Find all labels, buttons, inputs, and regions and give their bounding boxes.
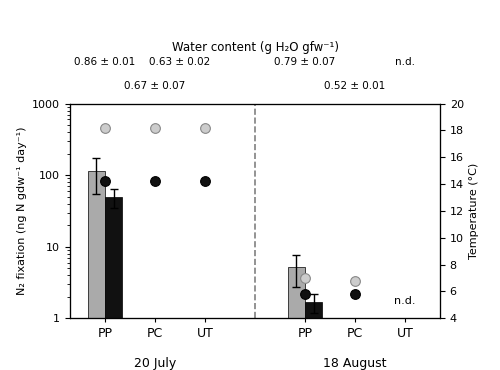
Bar: [305, 302, 322, 370]
Text: n.d.: n.d.: [395, 57, 415, 67]
Text: n.d.: n.d.: [394, 296, 415, 306]
Text: 0.79 ± 0.07: 0.79 ± 0.07: [274, 57, 336, 67]
Bar: [288, 267, 305, 370]
Y-axis label: Temperature (°C): Temperature (°C): [470, 163, 480, 259]
Text: 0.86 ± 0.01: 0.86 ± 0.01: [74, 57, 136, 67]
Bar: [105, 197, 122, 370]
Text: 18 August: 18 August: [323, 357, 386, 370]
Text: 0.52 ± 0.01: 0.52 ± 0.01: [324, 81, 386, 91]
Y-axis label: N₂ fixation (ng N gdw⁻¹ day⁻¹): N₂ fixation (ng N gdw⁻¹ day⁻¹): [16, 127, 26, 295]
Text: 20 July: 20 July: [134, 357, 176, 370]
Text: 0.67 ± 0.07: 0.67 ± 0.07: [124, 81, 186, 91]
X-axis label: Water content (g H₂O gfw⁻¹): Water content (g H₂O gfw⁻¹): [172, 41, 338, 54]
Text: 0.63 ± 0.02: 0.63 ± 0.02: [150, 57, 210, 67]
Bar: [88, 171, 105, 370]
